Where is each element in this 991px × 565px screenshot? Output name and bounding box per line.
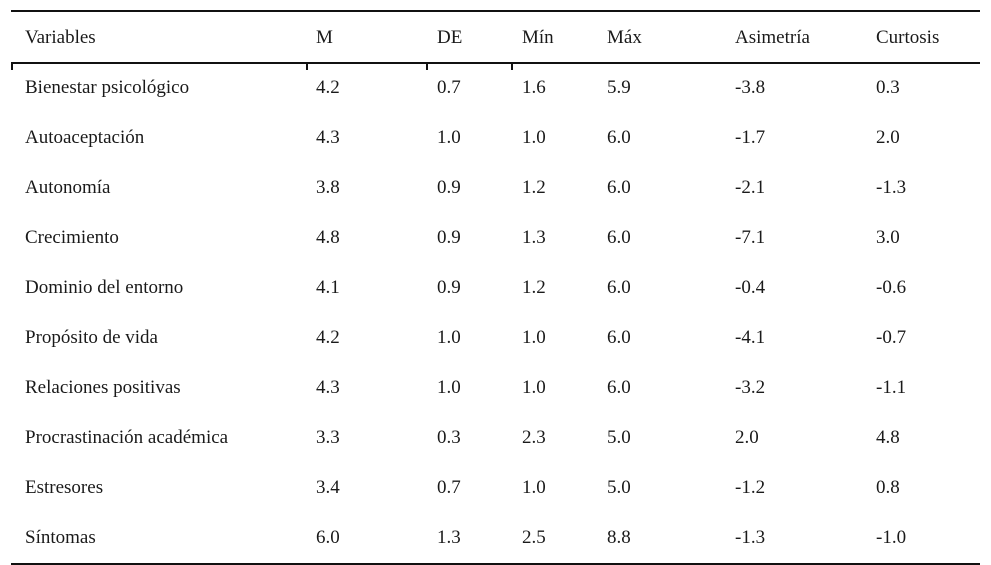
cell-variable: Propósito de vida [25,327,158,348]
cell-skewness: -1.7 [735,127,766,148]
cell-max: 6.0 [607,327,631,348]
header-rule-tick [511,62,513,70]
cell-mean: 4.2 [316,77,340,98]
cell-max: 6.0 [607,177,631,198]
table-header-rule [11,62,980,64]
table-row: Autonomía 3.8 0.9 1.2 6.0 -2.1 -1.3 [11,173,980,203]
cell-mean: 4.2 [316,327,340,348]
cell-variable: Síntomas [25,527,96,548]
cell-max: 6.0 [607,227,631,248]
cell-sd: 1.0 [437,377,461,398]
cell-variable: Bienestar psicológico [25,77,190,98]
cell-kurtosis: 0.3 [876,77,900,98]
table-row: Estresores 3.4 0.7 1.0 5.0 -1.2 0.8 [11,473,980,503]
cell-kurtosis: 2.0 [876,127,900,148]
header-rule-tick [306,62,308,70]
cell-variable: Autoaceptación [25,127,145,148]
table-header-row: Variables M DE Mín Máx Asimetría Curtosi… [11,23,980,53]
table-row: Síntomas 6.0 1.3 2.5 8.8 -1.3 -1.0 [11,523,980,553]
cell-kurtosis: 0.8 [876,477,900,498]
cell-variable: Relaciones positivas [25,377,181,398]
cell-variable: Procrastinación académica [25,427,229,448]
cell-mean: 4.3 [316,377,340,398]
cell-skewness: -2.1 [735,177,766,198]
table-row: Propósito de vida 4.2 1.0 1.0 6.0 -4.1 -… [11,323,980,353]
cell-sd: 1.0 [437,327,461,348]
cell-sd: 0.9 [437,277,461,298]
cell-mean: 4.8 [316,227,340,248]
header-max: Máx [607,27,642,48]
table-bottom-rule [11,563,980,565]
cell-max: 6.0 [607,277,631,298]
cell-mean: 3.4 [316,477,340,498]
cell-skewness: -0.4 [735,277,766,298]
table-row: Dominio del entorno 4.1 0.9 1.2 6.0 -0.4… [11,273,980,303]
header-rule-tick [11,62,13,70]
cell-kurtosis: -1.0 [876,527,907,548]
cell-sd: 0.7 [437,477,461,498]
cell-max: 6.0 [607,127,631,148]
cell-skewness: -1.3 [735,527,766,548]
cell-min: 1.0 [522,127,546,148]
cell-min: 1.0 [522,327,546,348]
cell-max: 6.0 [607,377,631,398]
cell-kurtosis: -0.6 [876,277,907,298]
header-rule-tick [426,62,428,70]
table-row: Crecimiento 4.8 0.9 1.3 6.0 -7.1 3.0 [11,223,980,253]
table-row: Procrastinación académica 3.3 0.3 2.3 5.… [11,423,980,453]
table-row: Relaciones positivas 4.3 1.0 1.0 6.0 -3.… [11,373,980,403]
cell-mean: 3.3 [316,427,340,448]
cell-mean: 4.3 [316,127,340,148]
cell-sd: 0.9 [437,177,461,198]
cell-skewness: -1.2 [735,477,766,498]
cell-kurtosis: 3.0 [876,227,900,248]
cell-min: 1.2 [522,277,546,298]
cell-kurtosis: -0.7 [876,327,907,348]
cell-sd: 0.9 [437,227,461,248]
cell-skewness: -4.1 [735,327,766,348]
cell-max: 5.9 [607,77,631,98]
cell-sd: 0.3 [437,427,461,448]
cell-skewness: 2.0 [735,427,759,448]
cell-max: 5.0 [607,427,631,448]
cell-mean: 4.1 [316,277,340,298]
cell-min: 1.6 [522,77,546,98]
cell-kurtosis: -1.3 [876,177,907,198]
cell-sd: 0.7 [437,77,461,98]
cell-sd: 1.3 [437,527,461,548]
table-row: Autoaceptación 4.3 1.0 1.0 6.0 -1.7 2.0 [11,123,980,153]
cell-variable: Dominio del entorno [25,277,184,298]
cell-skewness: -3.2 [735,377,766,398]
header-mean: M [316,27,333,48]
table-top-rule [11,10,980,12]
header-variables: Variables [25,27,96,48]
cell-mean: 3.8 [316,177,340,198]
cell-min: 1.0 [522,377,546,398]
cell-variable: Estresores [25,477,104,498]
cell-min: 2.3 [522,427,546,448]
cell-min: 1.3 [522,227,546,248]
header-sd: DE [437,27,463,48]
header-kurtosis: Curtosis [876,27,940,48]
cell-max: 8.8 [607,527,631,548]
header-min: Mín [522,27,554,48]
cell-min: 2.5 [522,527,546,548]
cell-min: 1.2 [522,177,546,198]
cell-kurtosis: -1.1 [876,377,907,398]
cell-variable: Crecimiento [25,227,119,248]
table-row: Bienestar psicológico 4.2 0.7 1.6 5.9 -3… [11,73,980,103]
cell-sd: 1.0 [437,127,461,148]
cell-skewness: -7.1 [735,227,766,248]
cell-variable: Autonomía [25,177,111,198]
cell-kurtosis: 4.8 [876,427,900,448]
header-skewness: Asimetría [735,27,810,48]
cell-skewness: -3.8 [735,77,766,98]
cell-max: 5.0 [607,477,631,498]
cell-mean: 6.0 [316,527,340,548]
cell-min: 1.0 [522,477,546,498]
